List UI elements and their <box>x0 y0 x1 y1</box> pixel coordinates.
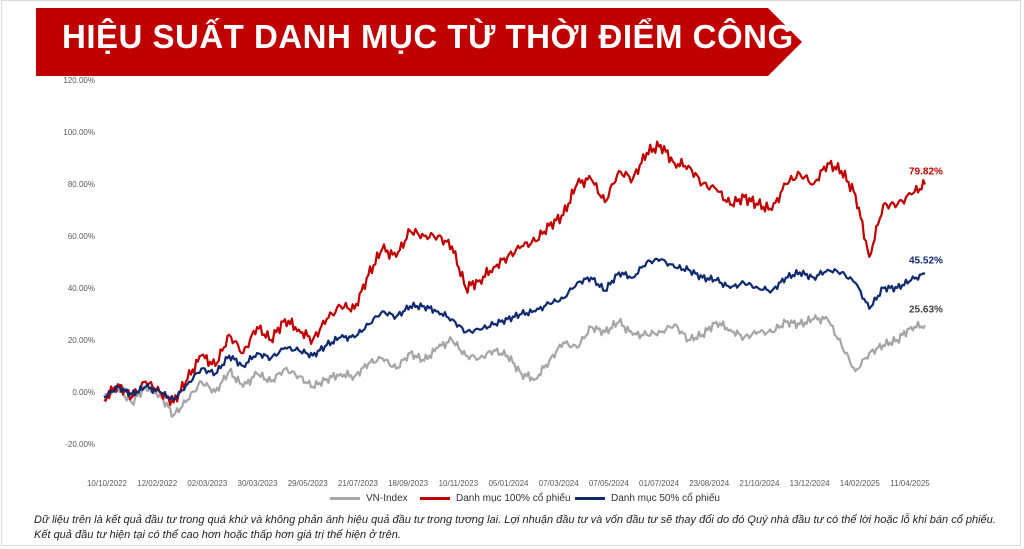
series-line-portfolio-100 <box>103 140 927 407</box>
x-tick-label: 30/03/2023 <box>238 479 279 488</box>
end-value-label-portfolio-100: 79.82% <box>909 166 943 177</box>
series-line-vnindex <box>103 314 926 418</box>
x-tick-label: 10/10/2022 <box>87 479 128 488</box>
y-tick-label: 60.00% <box>68 232 95 241</box>
end-value-label-vnindex: 25.63% <box>909 304 943 315</box>
x-tick-label: 12/02/2022 <box>137 479 178 488</box>
x-tick-label: 18/09/2023 <box>388 479 429 488</box>
legend-item-vnindex: VN-Index <box>330 493 408 504</box>
y-tick-label: -20.00% <box>65 440 95 449</box>
y-tick-label: 120.00% <box>63 76 95 85</box>
end-value-label-portfolio-50: 45.52% <box>909 256 943 267</box>
x-tick-label: 11/04/2025 <box>890 479 930 488</box>
banner-arrow-shape <box>36 8 802 76</box>
x-tick-label: 21/10/2024 <box>739 479 780 488</box>
x-tick-label: 02/03/2023 <box>187 479 228 488</box>
title-banner <box>36 8 802 76</box>
x-tick-label: 01/07/2024 <box>639 479 680 488</box>
y-tick-label: 20.00% <box>68 336 95 345</box>
x-tick-label: 29/05/2023 <box>288 479 329 488</box>
series-line-portfolio-50 <box>103 257 926 401</box>
legend-label-vnindex: VN-Index <box>366 493 408 504</box>
x-tick-label: 23/08/2024 <box>689 479 730 488</box>
legend-label-portfolio-50: Danh mục 50% cổ phiếu <box>611 493 720 504</box>
x-tick-label: 14/02/2025 <box>840 479 881 488</box>
legend-swatch-portfolio-100 <box>420 497 450 500</box>
legend-item-portfolio-50: Danh mục 50% cổ phiếu <box>575 493 720 504</box>
chart-legend: VN-Index Danh mục 100% cổ phiếu Danh mục… <box>0 493 1024 507</box>
y-tick-label: 40.00% <box>68 284 95 293</box>
x-tick-label: 13/12/2024 <box>790 479 831 488</box>
x-tick-label: 07/05/2024 <box>589 479 630 488</box>
y-tick-label: 80.00% <box>68 180 95 189</box>
page-title: HIỆU SUẤT DANH MỤC TỪ THỜI ĐIỂM CÔNG BỐ <box>62 18 854 55</box>
legend-label-portfolio-100: Danh mục 100% cổ phiếu <box>456 493 571 504</box>
y-tick-label: 0.00% <box>72 388 95 397</box>
x-tick-label: 21/07/2023 <box>338 479 379 488</box>
x-tick-label: 07/03/2024 <box>539 479 580 488</box>
legend-swatch-portfolio-50 <box>575 497 605 500</box>
legend-swatch-vnindex <box>330 497 360 500</box>
disclaimer-line-2: Kết quả đầu tư hiện tại có thể cao hơn h… <box>34 529 401 541</box>
y-tick-label: 100.00% <box>63 128 95 137</box>
legend-item-portfolio-100: Danh mục 100% cổ phiếu <box>420 493 571 504</box>
disclaimer-line-1: Dữ liệu trên là kết quả đầu tư trong quá… <box>34 514 996 526</box>
x-tick-label: 10/11/2023 <box>439 479 479 488</box>
x-tick-label: 05/01/2024 <box>488 479 529 488</box>
